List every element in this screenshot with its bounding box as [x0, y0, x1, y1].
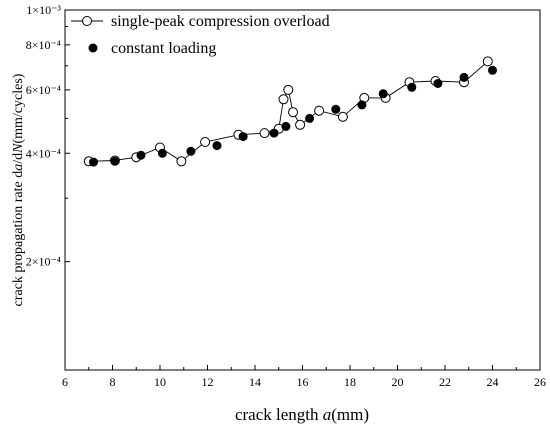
- y-tick-label: 4×10⁻⁴: [26, 146, 61, 160]
- x-axis-label: crack length a(mm): [235, 405, 369, 424]
- x-tick-label: 26: [534, 375, 546, 389]
- x-tick-label: 16: [297, 375, 309, 389]
- data-point-overload: [295, 119, 306, 130]
- legend-label-constant: constant loading: [111, 40, 216, 57]
- data-point-constant: [357, 100, 367, 110]
- x-tick-label: 14: [249, 375, 261, 389]
- y-axis-ticks: 2×10⁻⁴ 4×10⁻⁴ 6×10⁻⁴ 8×10⁻⁴ 1×10⁻³: [26, 3, 70, 371]
- x-tick-label: 18: [344, 375, 356, 389]
- data-point-constant: [212, 141, 222, 151]
- data-point-overload: [314, 105, 325, 116]
- data-point-overload: [337, 111, 348, 122]
- data-point-constant: [488, 65, 497, 75]
- data-point-overload: [259, 128, 270, 139]
- y-axis-label: crack propagation rate da/dN(mm/cycles): [11, 73, 26, 306]
- data-point-constant: [89, 157, 98, 167]
- plot-frame: [64, 9, 541, 371]
- data-point-overload: [200, 137, 211, 147]
- y-tick-label: 1×10⁻³: [26, 3, 61, 17]
- x-tick-label: 10: [154, 375, 166, 389]
- data-point-constant: [157, 148, 167, 158]
- data-point-constant: [110, 156, 120, 166]
- data-point-constant: [186, 146, 196, 156]
- legend-label-overload: single-peak compression overload: [111, 13, 330, 30]
- x-tick-label: 22: [439, 375, 451, 389]
- x-tick-label: 24: [487, 375, 499, 389]
- y-tick-label: 8×10⁻⁴: [26, 38, 61, 52]
- x-axis-ticks: 6 8 10 12 14 16 18 20 22 24 26: [62, 365, 546, 389]
- x-tick-label: 20: [392, 375, 404, 389]
- legend-marker-constant: [88, 43, 98, 53]
- data-point-constant: [136, 150, 146, 160]
- data-point-constant: [269, 128, 279, 138]
- y-tick-label: 6×10⁻⁴: [26, 83, 61, 97]
- data-point-constant: [281, 121, 291, 131]
- data-point-overload: [288, 107, 298, 118]
- data-point-overload: [283, 84, 294, 95]
- plot-area-border: [64, 9, 541, 371]
- data-point-constant: [378, 89, 388, 99]
- x-tick-label: 6: [62, 375, 68, 389]
- data-point-constant: [238, 132, 248, 142]
- data-point-constant: [331, 104, 341, 114]
- data-points: [83, 56, 497, 167]
- data-point-constant: [459, 72, 469, 82]
- data-point-overload: [176, 156, 187, 167]
- x-tick-label: 12: [202, 375, 214, 389]
- data-point-constant: [305, 113, 315, 123]
- data-point-constant: [407, 82, 417, 92]
- data-point-overload: [482, 56, 493, 67]
- legend: single-peak compression overload constan…: [71, 13, 330, 57]
- x-tick-label: 8: [110, 375, 116, 389]
- y-tick-label: 2×10⁻⁴: [26, 255, 61, 269]
- legend-marker-overload: [82, 16, 92, 26]
- data-point-overload: [278, 94, 289, 105]
- data-point-constant: [433, 79, 443, 88]
